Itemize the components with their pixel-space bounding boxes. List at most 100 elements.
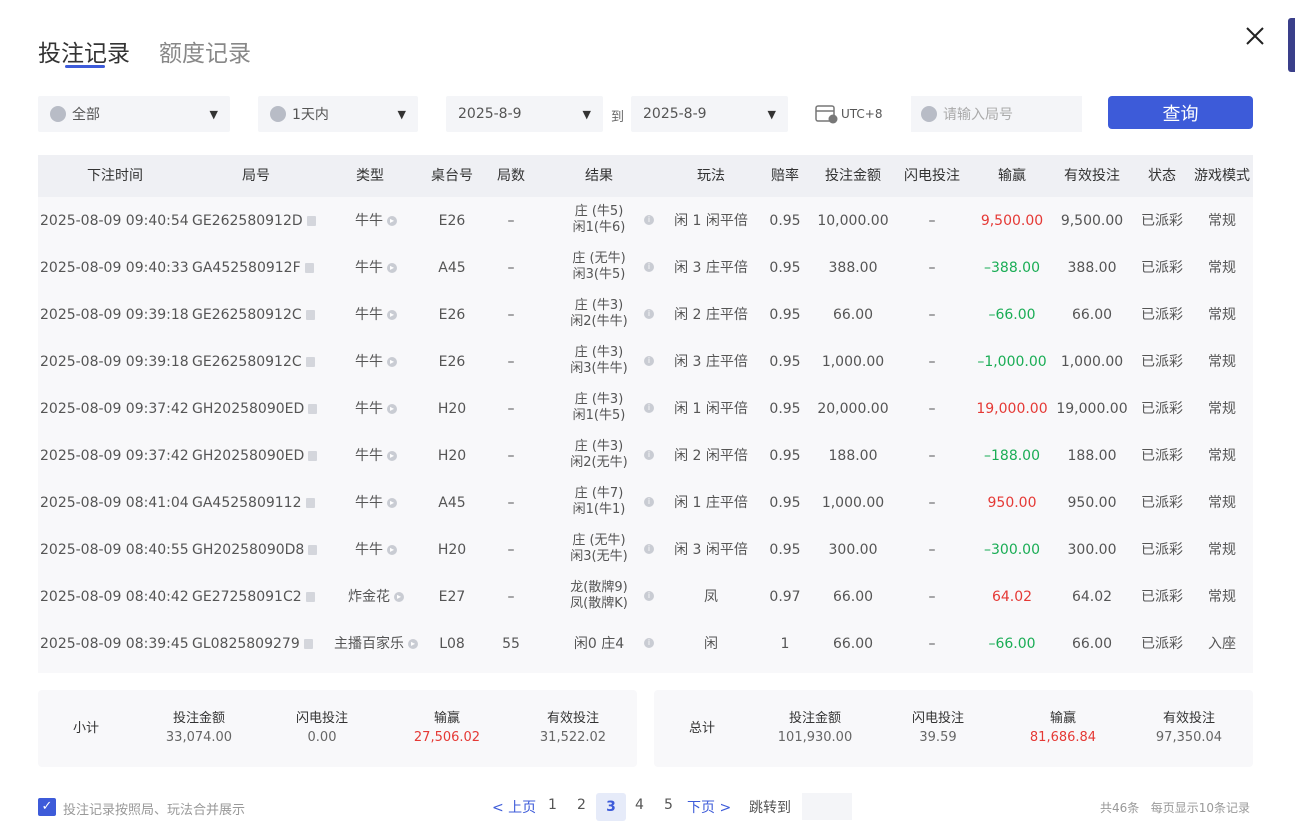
to-label: 到	[611, 110, 625, 125]
cell-lightning: –	[929, 636, 936, 652]
round-number-input[interactable]: 请输入局号	[911, 96, 1082, 132]
query-button[interactable]: 查询	[1108, 96, 1253, 129]
copy-icon[interactable]	[305, 357, 315, 367]
cell-valid: 64.02	[1072, 589, 1112, 605]
page-3-current[interactable]: 3	[596, 793, 626, 821]
next-page-link[interactable]: 下页 >	[687, 800, 732, 816]
copy-icon[interactable]	[305, 310, 315, 320]
play-video-icon[interactable]: ▸	[387, 216, 397, 226]
winloss-text: 950.00	[987, 495, 1037, 511]
column-header-table: 桌台号	[431, 168, 473, 184]
cell-table: H20	[438, 448, 466, 464]
time-text: 2025-08-09 08:41:04	[40, 495, 189, 511]
copy-icon[interactable]	[303, 639, 313, 649]
caret-down-icon: ▼	[209, 107, 218, 121]
cell-table: A45	[438, 260, 465, 276]
tab-bet-records[interactable]: 投注记录	[38, 41, 130, 67]
copy-icon[interactable]	[305, 592, 315, 602]
valid-text: 19,000.00	[1056, 401, 1128, 417]
result2-text: 凤(散牌K)	[570, 596, 628, 611]
cell-lightning: –	[929, 260, 936, 276]
info-icon[interactable]: i	[644, 309, 654, 319]
play-video-icon[interactable]: ▸	[387, 263, 397, 273]
total-item-value: 97,350.04	[1155, 730, 1223, 745]
play-video-icon[interactable]: ▸	[387, 498, 397, 508]
play-video-icon[interactable]: ▸	[387, 404, 397, 414]
timezone-label: UTC+8	[841, 107, 883, 121]
cell-valid: 300.00	[1068, 542, 1117, 558]
prev-page-link[interactable]: < 上页	[492, 800, 537, 816]
jump-page-input[interactable]	[802, 793, 852, 820]
page-5[interactable]: 5	[664, 797, 673, 813]
winloss-text: –300.00	[984, 542, 1040, 558]
page-4[interactable]: 4	[635, 797, 644, 813]
winloss-text: –388.00	[984, 260, 1040, 276]
cell-table: E26	[439, 307, 466, 323]
column-header-type: 类型	[356, 168, 384, 184]
cell-winloss: 9,500.00	[981, 213, 1043, 229]
table-text: E26	[438, 307, 466, 323]
column-header-status: 状态	[1148, 168, 1176, 184]
info-icon[interactable]: i	[644, 638, 654, 648]
tab-credit-records[interactable]: 额度记录	[159, 41, 251, 67]
copy-icon[interactable]	[304, 263, 314, 273]
cell-mode: 常规	[1208, 307, 1236, 323]
cell-time: 2025-08-09 09:40:54	[40, 213, 189, 229]
info-icon[interactable]: i	[644, 544, 654, 554]
info-icon[interactable]: i	[644, 403, 654, 413]
play-video-icon[interactable]: ▸	[387, 357, 397, 367]
merge-checkbox-label: 投注记录按照局、玩法合并展示	[63, 803, 246, 818]
merge-checkbox[interactable]: ✓	[38, 798, 56, 816]
bet-text: 300.00	[828, 542, 878, 558]
count-text: –	[507, 307, 515, 323]
copy-icon[interactable]	[308, 404, 318, 414]
cell-time: 2025-08-09 09:39:18	[40, 307, 189, 323]
timezone-button[interactable]: UTC+8	[815, 104, 882, 124]
type-text: 牛牛	[355, 448, 383, 464]
cell-valid: 66.00	[1072, 636, 1112, 652]
total-item-value: 81,686.84	[1029, 730, 1097, 745]
cell-winloss: –300.00	[984, 542, 1040, 558]
cell-type: 牛牛 ▸	[355, 495, 397, 511]
cell-mode: 常规	[1208, 589, 1236, 605]
play-video-icon[interactable]: ▸	[387, 310, 397, 320]
odds-text: 0.95	[769, 260, 801, 276]
date-to-select[interactable]: 2025-8-9 ▼	[631, 96, 788, 132]
close-icon[interactable]	[1243, 24, 1267, 48]
play-text: 闲 1 庄平倍	[674, 495, 748, 511]
valid-text: 1,000.00	[1060, 354, 1124, 370]
cell-type: 牛牛 ▸	[355, 260, 397, 276]
result2-text: 闲2(无牛)	[570, 455, 628, 470]
play-video-icon[interactable]: ▸	[387, 545, 397, 555]
time-text: 2025-08-09 08:39:45	[40, 636, 189, 652]
copy-icon[interactable]	[306, 216, 316, 226]
cell-result: 庄 (牛3) 闲1(牛5)	[573, 392, 626, 424]
page-1[interactable]: 1	[548, 797, 557, 813]
copy-icon[interactable]	[308, 451, 318, 461]
date-from-value: 2025-8-9	[458, 106, 522, 122]
info-icon[interactable]: i	[644, 497, 654, 507]
odds-text: 1	[780, 636, 790, 652]
info-icon[interactable]: i	[644, 262, 654, 272]
game-select[interactable]: 全部 ▼	[38, 96, 230, 132]
mode-text: 常规	[1208, 589, 1236, 605]
copy-icon[interactable]	[308, 545, 318, 555]
cell-bet: 66.00	[833, 636, 873, 652]
copy-icon[interactable]	[305, 498, 315, 508]
cell-type: 牛牛 ▸	[355, 354, 397, 370]
play-video-icon[interactable]: ▸	[394, 592, 404, 602]
play-video-icon[interactable]: ▸	[408, 639, 418, 649]
cell-winloss: 64.02	[992, 589, 1032, 605]
info-icon[interactable]: i	[644, 356, 654, 366]
play-text: 凤	[704, 589, 718, 605]
info-icon[interactable]: i	[644, 450, 654, 460]
cell-odds: 0.95	[769, 542, 800, 558]
play-video-icon[interactable]: ▸	[387, 451, 397, 461]
info-icon[interactable]: i	[644, 215, 654, 225]
page-2[interactable]: 2	[577, 797, 586, 813]
cell-result: 庄 (牛3) 闲3(牛牛)	[570, 345, 627, 377]
info-icon[interactable]: i	[644, 591, 654, 601]
time-text: 2025-08-09 09:37:42	[40, 448, 189, 464]
range-select[interactable]: 1天内 ▼	[258, 96, 418, 132]
date-from-select[interactable]: 2025-8-9 ▼	[446, 96, 603, 132]
